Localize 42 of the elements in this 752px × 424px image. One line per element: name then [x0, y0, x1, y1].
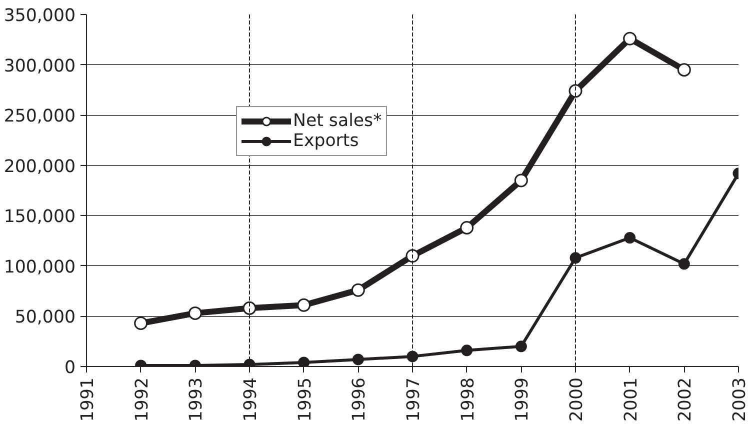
point: [242, 301, 256, 315]
point: [298, 356, 310, 366]
x-tick-label: 1998: [458, 377, 478, 422]
x-tick-label: 1995: [295, 377, 316, 422]
y-tick-label: 150,000: [4, 207, 76, 228]
point: [624, 232, 636, 244]
point: [188, 306, 202, 320]
y-tick-label: 250,000: [4, 106, 76, 127]
legend-label: Exports: [293, 131, 359, 151]
point: [461, 344, 473, 356]
x-tick-label: 1999: [512, 377, 533, 422]
x-tick-label: 1992: [132, 377, 152, 422]
x-tick-label: 2002: [676, 377, 696, 422]
point: [677, 63, 691, 77]
x-tick-label: 2003: [730, 377, 750, 422]
x-tick-label: 1993: [186, 377, 207, 422]
y-tick-label: 50,000: [14, 308, 76, 328]
point: [297, 298, 311, 312]
x-tick-label: 1991: [78, 377, 98, 422]
x-tick-label: 2000: [567, 377, 587, 422]
point: [460, 220, 474, 234]
point: [352, 354, 364, 366]
point: [406, 249, 420, 263]
x-tick-label: 1994: [241, 377, 261, 422]
x-tick-label: 2001: [621, 377, 642, 422]
point: [570, 252, 582, 264]
point: [515, 340, 527, 352]
point: [623, 32, 637, 46]
y-tick-label: 300,000: [4, 56, 76, 76]
y-tick-label: 100,000: [4, 257, 76, 278]
point: [134, 316, 148, 330]
x-tick-label: 1996: [350, 377, 370, 422]
y-tick-label: 350,000: [4, 6, 76, 26]
point: [406, 350, 418, 362]
point: [514, 174, 528, 188]
point: [351, 283, 365, 297]
x-tick-label: 1997: [404, 377, 424, 422]
y-tick-label: 200,000: [4, 156, 76, 177]
point: [678, 258, 690, 270]
point: [568, 84, 582, 98]
legend-label: Net sales*: [293, 111, 382, 131]
y-tick-label: 0: [64, 358, 76, 378]
